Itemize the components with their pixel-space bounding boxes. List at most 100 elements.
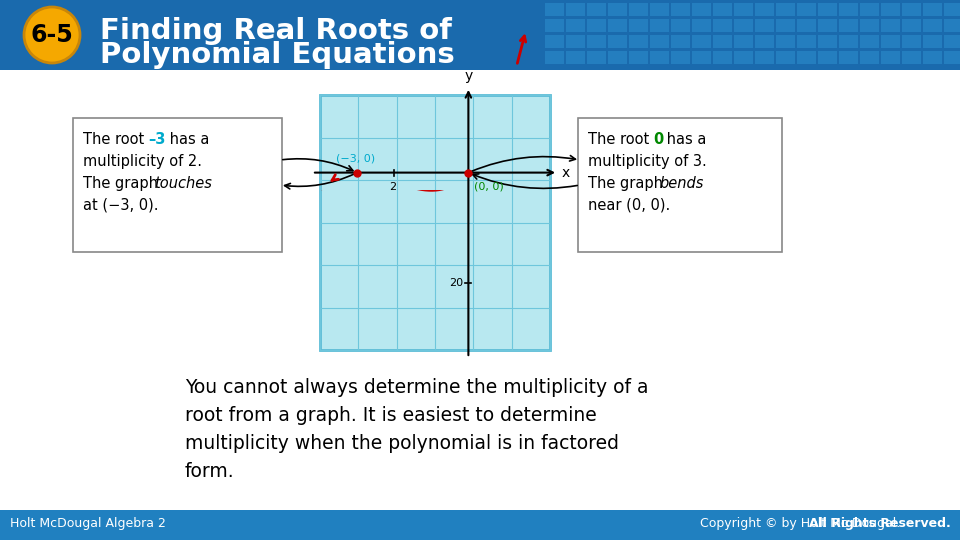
Bar — [860, 35, 879, 48]
Bar — [692, 3, 711, 16]
Bar — [566, 19, 585, 32]
Bar — [860, 51, 879, 64]
Text: You cannot always determine the multiplicity of a: You cannot always determine the multipli… — [185, 378, 649, 397]
Text: 2: 2 — [389, 181, 396, 192]
Text: form.: form. — [185, 462, 234, 481]
Text: Copyright © by Holt Mc Dougal.: Copyright © by Holt Mc Dougal. — [700, 517, 904, 530]
Text: 0: 0 — [653, 132, 663, 147]
Bar — [608, 3, 627, 16]
Bar — [839, 19, 858, 32]
Text: y: y — [465, 69, 472, 83]
Bar — [923, 3, 942, 16]
Text: touches: touches — [154, 176, 212, 191]
Bar — [713, 3, 732, 16]
Bar — [923, 35, 942, 48]
Bar — [755, 35, 774, 48]
Text: bends: bends — [659, 176, 704, 191]
Bar — [629, 3, 648, 16]
Bar — [902, 3, 921, 16]
Bar — [671, 3, 690, 16]
Text: multiplicity of 3.: multiplicity of 3. — [588, 154, 707, 169]
FancyBboxPatch shape — [578, 118, 782, 252]
Bar — [881, 51, 900, 64]
Bar — [818, 51, 837, 64]
Bar — [545, 35, 564, 48]
Bar — [629, 35, 648, 48]
Bar — [650, 51, 669, 64]
Bar — [902, 51, 921, 64]
Bar — [629, 19, 648, 32]
Text: multiplicity when the polynomial is in factored: multiplicity when the polynomial is in f… — [185, 434, 619, 453]
Circle shape — [24, 7, 80, 63]
Text: The graph: The graph — [588, 176, 667, 191]
Bar — [650, 19, 669, 32]
Bar — [692, 35, 711, 48]
Bar — [797, 35, 816, 48]
Text: at (−3, 0).: at (−3, 0). — [83, 198, 158, 213]
Text: The graph: The graph — [83, 176, 162, 191]
Bar — [944, 35, 960, 48]
Bar — [587, 19, 606, 32]
Text: –3: –3 — [148, 132, 165, 147]
Bar — [692, 51, 711, 64]
Bar — [650, 35, 669, 48]
Bar — [0, 0, 960, 70]
Bar — [923, 19, 942, 32]
Bar — [944, 3, 960, 16]
Bar — [650, 3, 669, 16]
Bar — [860, 3, 879, 16]
Bar — [587, 3, 606, 16]
Text: root from a graph. It is easiest to determine: root from a graph. It is easiest to dete… — [185, 406, 597, 425]
Bar — [818, 35, 837, 48]
Bar — [797, 51, 816, 64]
Text: 20: 20 — [449, 279, 464, 288]
Bar — [755, 3, 774, 16]
Text: near (0, 0).: near (0, 0). — [588, 198, 670, 213]
Text: (0, 0): (0, 0) — [474, 181, 504, 192]
Bar — [755, 19, 774, 32]
Bar — [944, 51, 960, 64]
Text: has a: has a — [662, 132, 707, 147]
Bar — [881, 35, 900, 48]
Bar — [629, 51, 648, 64]
Text: x: x — [562, 166, 570, 180]
Bar — [0, 510, 960, 540]
Bar — [902, 35, 921, 48]
Bar — [776, 3, 795, 16]
Bar — [713, 35, 732, 48]
Bar — [734, 19, 753, 32]
Bar — [320, 95, 550, 350]
Bar — [566, 51, 585, 64]
Text: 6-5: 6-5 — [31, 23, 73, 47]
Bar — [692, 19, 711, 32]
Bar — [944, 19, 960, 32]
Bar — [566, 35, 585, 48]
Bar — [608, 35, 627, 48]
Text: has a: has a — [165, 132, 209, 147]
Bar — [587, 35, 606, 48]
Text: The root: The root — [588, 132, 654, 147]
Bar — [797, 3, 816, 16]
Bar — [881, 19, 900, 32]
Bar — [776, 51, 795, 64]
Bar — [566, 3, 585, 16]
Bar — [923, 51, 942, 64]
Bar — [776, 19, 795, 32]
Text: The root: The root — [83, 132, 149, 147]
Bar — [545, 3, 564, 16]
Bar — [860, 19, 879, 32]
Text: Polynomial Equations: Polynomial Equations — [100, 41, 455, 69]
Bar — [755, 51, 774, 64]
Bar — [587, 51, 606, 64]
Text: Holt McDougal Algebra 2: Holt McDougal Algebra 2 — [10, 517, 166, 530]
Bar — [818, 3, 837, 16]
Bar — [608, 51, 627, 64]
Bar — [839, 51, 858, 64]
Bar — [902, 19, 921, 32]
Bar — [671, 35, 690, 48]
Bar — [713, 51, 732, 64]
Bar — [734, 3, 753, 16]
Bar — [734, 35, 753, 48]
Bar — [608, 19, 627, 32]
Bar — [818, 19, 837, 32]
